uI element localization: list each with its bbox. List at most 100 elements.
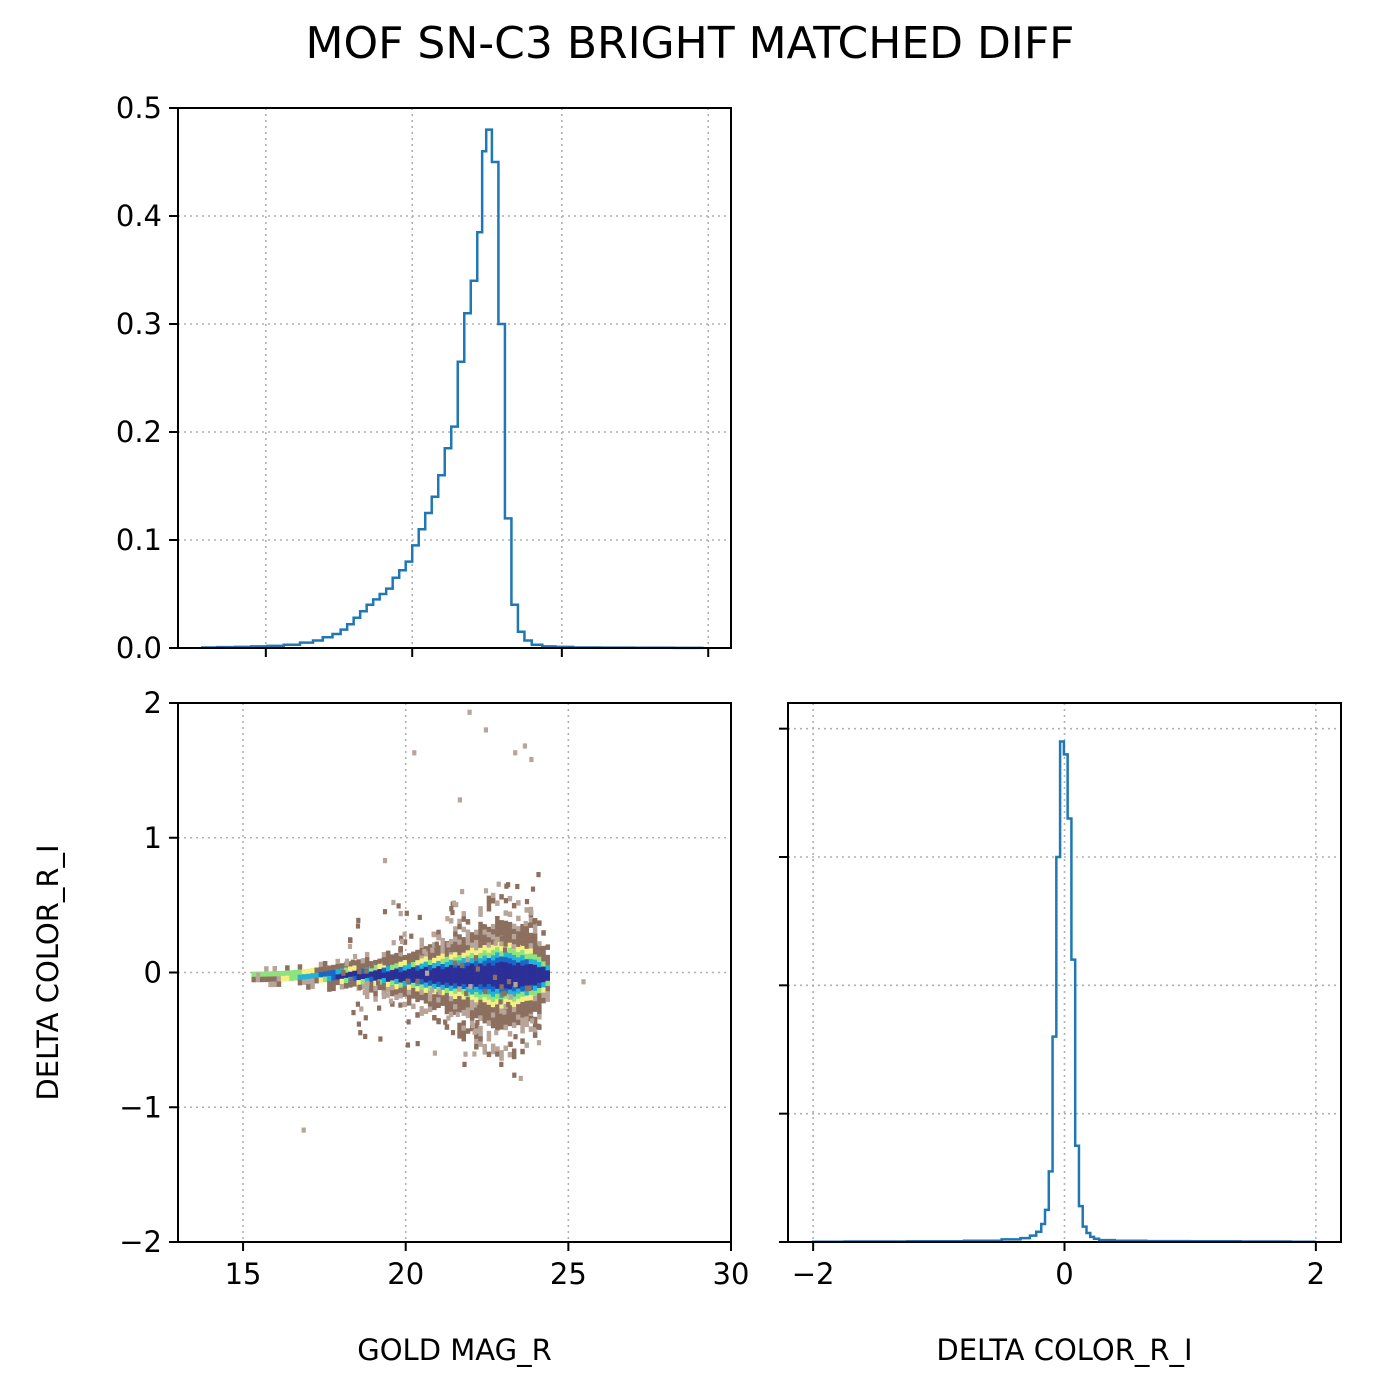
density-cell bbox=[532, 933, 538, 940]
density-cell bbox=[478, 906, 483, 912]
density-cell bbox=[450, 1030, 456, 1036]
density-cell bbox=[499, 940, 504, 947]
density-cell bbox=[537, 920, 542, 926]
density-cell bbox=[297, 979, 303, 986]
density-cell bbox=[314, 972, 319, 979]
density-cell bbox=[541, 977, 546, 983]
density-cell bbox=[482, 976, 487, 982]
density-cell bbox=[528, 990, 534, 996]
density-cell bbox=[503, 920, 508, 927]
density-cell bbox=[376, 980, 381, 986]
density-cell bbox=[327, 986, 332, 992]
density-cell bbox=[495, 994, 500, 1000]
density-cell bbox=[448, 1001, 454, 1007]
density-cell bbox=[490, 996, 496, 1003]
density-cell bbox=[360, 958, 366, 964]
density-cell bbox=[486, 958, 492, 964]
density-cell bbox=[440, 974, 445, 980]
density-cell bbox=[427, 959, 433, 966]
density-cell bbox=[251, 976, 256, 983]
density-cell bbox=[461, 994, 466, 1000]
density-cell bbox=[537, 1008, 542, 1015]
density-cell bbox=[486, 999, 492, 1006]
density-cell bbox=[495, 978, 500, 984]
right-hist-ticks: −2 0 2 bbox=[779, 727, 1325, 1291]
density-cell bbox=[474, 1023, 479, 1029]
density-cell bbox=[524, 959, 529, 965]
density-cell bbox=[474, 929, 479, 936]
outlier-cell bbox=[467, 709, 472, 715]
density-cell bbox=[335, 969, 340, 975]
density-cell bbox=[348, 961, 353, 967]
density-cell bbox=[461, 911, 466, 917]
density-cell bbox=[448, 980, 454, 986]
density-cell bbox=[490, 955, 496, 961]
density-cell bbox=[524, 1006, 529, 1012]
density-cell bbox=[411, 993, 416, 999]
density-cell bbox=[474, 997, 479, 1003]
density-cell bbox=[474, 986, 479, 993]
density-cell bbox=[486, 963, 492, 969]
density-cell bbox=[363, 1015, 368, 1021]
density-cell bbox=[532, 959, 538, 966]
density-cell bbox=[460, 889, 465, 895]
density-cell bbox=[449, 947, 454, 953]
density-cell bbox=[511, 965, 517, 971]
density-cell bbox=[537, 982, 542, 989]
density-cell bbox=[417, 914, 422, 920]
density-cell bbox=[478, 1031, 483, 1037]
density-cell bbox=[530, 886, 536, 892]
density-cell bbox=[490, 965, 496, 972]
density-cell bbox=[331, 975, 336, 981]
density-cell bbox=[382, 909, 388, 915]
density-cell bbox=[486, 1020, 492, 1026]
density-cell bbox=[390, 1001, 395, 1007]
density-cell bbox=[532, 1022, 538, 1028]
density-cell bbox=[448, 985, 454, 992]
density-cell bbox=[482, 981, 487, 987]
density-cell bbox=[476, 1005, 482, 1011]
density-cell bbox=[474, 971, 479, 977]
density-cell bbox=[482, 997, 487, 1003]
outlier-cell bbox=[522, 743, 527, 749]
density-cell bbox=[516, 931, 521, 937]
density-cell bbox=[486, 895, 492, 902]
density-cell bbox=[474, 1033, 479, 1040]
density-cell bbox=[341, 970, 346, 976]
density-cell bbox=[469, 968, 475, 975]
density-cell bbox=[520, 986, 525, 992]
density-cell bbox=[436, 955, 441, 962]
density-cell bbox=[348, 971, 353, 978]
density-cell bbox=[513, 982, 518, 988]
density-cell bbox=[394, 984, 399, 990]
density-cell bbox=[532, 938, 538, 945]
density-cell bbox=[419, 963, 424, 970]
density-cell bbox=[511, 934, 517, 940]
density-cell bbox=[353, 953, 358, 960]
density-cell bbox=[500, 991, 505, 997]
density-cell bbox=[503, 983, 508, 989]
density-cell bbox=[478, 963, 483, 969]
density-cell bbox=[516, 998, 521, 1005]
density-cell bbox=[536, 1040, 542, 1046]
density-cell bbox=[545, 944, 550, 950]
density-cell bbox=[528, 938, 534, 944]
density-cell bbox=[461, 1025, 466, 1031]
density-cell bbox=[472, 1051, 477, 1057]
density-cell bbox=[495, 936, 500, 943]
density-cell bbox=[469, 973, 475, 980]
density-cell bbox=[499, 925, 504, 931]
density-cell bbox=[532, 919, 537, 925]
density-cell bbox=[436, 966, 441, 972]
density-cell bbox=[457, 991, 462, 997]
density-cell bbox=[478, 973, 483, 980]
density-ytick-label: −1 bbox=[119, 1090, 162, 1124]
density-cell bbox=[436, 1002, 441, 1008]
density-cell bbox=[524, 964, 529, 970]
density-cell bbox=[528, 958, 534, 965]
density-cell bbox=[436, 945, 441, 951]
density-cell bbox=[490, 1012, 496, 1018]
density-cell bbox=[486, 994, 492, 1000]
density-cell bbox=[285, 975, 290, 982]
